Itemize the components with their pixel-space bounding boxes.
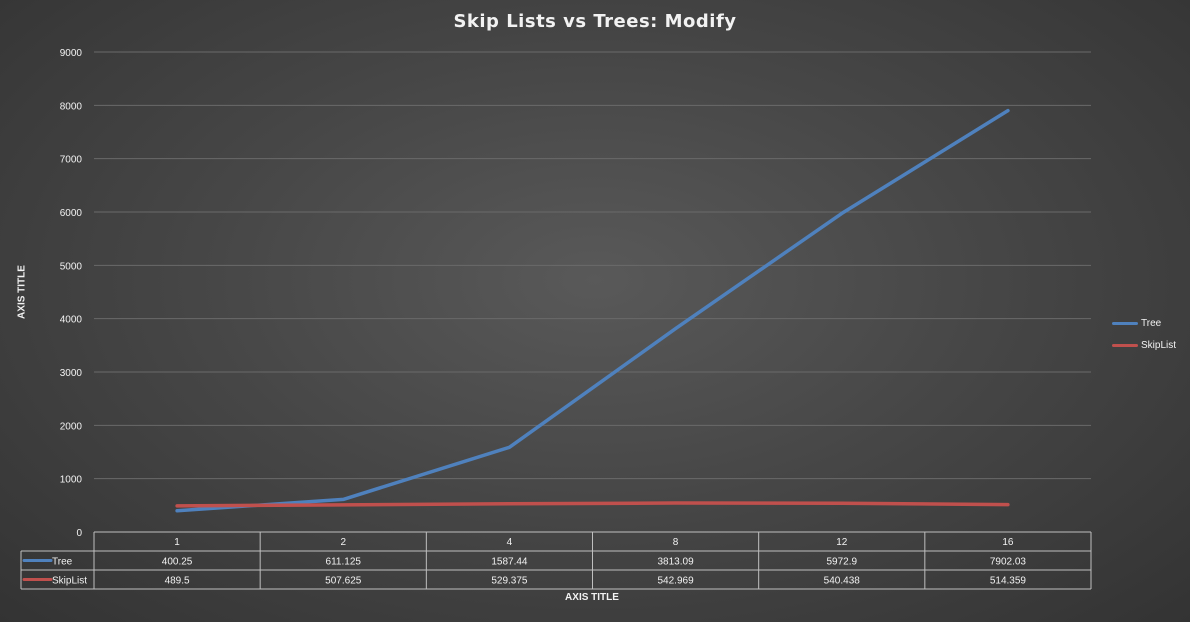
y-tick-label: 4000 (60, 315, 83, 326)
legend-item-tree: Tree (1112, 312, 1176, 334)
data-label: 542.969 (658, 576, 695, 587)
y-tick-label: 9000 (60, 48, 83, 59)
y-tick-label: 6000 (60, 208, 83, 219)
table-series-name: Tree (52, 557, 73, 568)
x-tick-label: 2 (340, 537, 346, 548)
data-label: 489.5 (165, 576, 190, 587)
y-tick-label: 0 (76, 528, 82, 539)
data-label: 529.375 (491, 576, 528, 587)
y-tick-label: 5000 (60, 261, 83, 272)
legend-swatch-skiplist (1112, 343, 1138, 347)
series-line-tree (175, 108, 1010, 513)
data-label: 1587.44 (491, 557, 528, 568)
table-series-name: SkipList (52, 576, 87, 587)
chart-title: Skip Lists vs Trees: Modify (453, 11, 737, 32)
legend: Tree SkipList (1112, 312, 1176, 356)
y-tick-label: 3000 (60, 368, 83, 379)
data-label: 540.438 (824, 576, 861, 587)
y-tick-label: 7000 (60, 155, 83, 166)
data-label: 3813.09 (658, 557, 695, 568)
gridlines (94, 51, 1091, 480)
x-tick-label: 8 (673, 537, 679, 548)
y-axis-ticks: 0 1000 2000 3000 4000 5000 6000 7000 8000 9000 (60, 48, 83, 539)
x-tick-label: 4 (507, 537, 513, 548)
y-tick-label: 2000 (60, 421, 83, 432)
legend-item-skiplist: SkipList (1112, 334, 1176, 356)
data-label: 611.125 (326, 557, 362, 568)
x-tick-label: 12 (836, 537, 848, 548)
legend-label-tree: Tree (1141, 317, 1162, 329)
legend-swatch-tree (1112, 321, 1138, 325)
data-label: 400.25 (162, 557, 193, 568)
series-line-skiplist (175, 501, 1010, 508)
legend-label-skiplist: SkipList (1141, 339, 1177, 351)
data-label: 507.625 (325, 576, 362, 587)
y-tick-label: 1000 (60, 475, 83, 486)
data-label: 7902.03 (990, 557, 1027, 568)
y-tick-label: 8000 (60, 101, 83, 112)
x-axis-title-text: AXIS TITLE (565, 592, 619, 603)
data-label: 5972.9 (826, 557, 857, 568)
x-tick-label: 16 (1002, 537, 1014, 548)
data-label: 514.359 (990, 576, 1027, 587)
x-tick-label: 1 (174, 537, 180, 548)
series-lines (175, 108, 1010, 513)
